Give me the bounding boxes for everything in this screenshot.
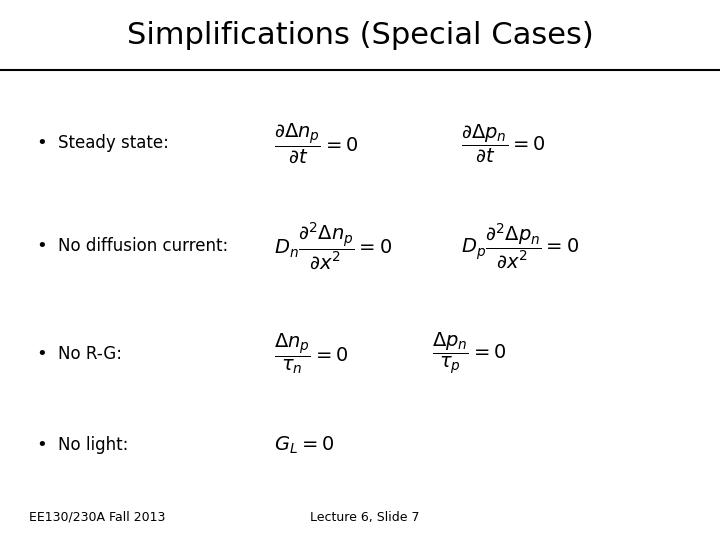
- Text: EE130/230A Fall 2013: EE130/230A Fall 2013: [29, 511, 165, 524]
- Text: Simplifications (Special Cases): Simplifications (Special Cases): [127, 21, 593, 50]
- Text: $\dfrac{\partial \Delta n_p}{\partial t} = 0$: $\dfrac{\partial \Delta n_p}{\partial t}…: [274, 122, 358, 165]
- Text: $D_p \dfrac{\partial^2 \Delta p_n}{\partial x^2} = 0$: $D_p \dfrac{\partial^2 \Delta p_n}{\part…: [461, 221, 579, 270]
- Text: $\dfrac{\partial \Delta p_n}{\partial t} = 0$: $\dfrac{\partial \Delta p_n}{\partial t}…: [461, 123, 545, 164]
- Text: No R-G:: No R-G:: [58, 345, 122, 363]
- Text: $D_n \dfrac{\partial^2 \Delta n_p}{\partial x^2} = 0$: $D_n \dfrac{\partial^2 \Delta n_p}{\part…: [274, 220, 392, 271]
- Text: Steady state:: Steady state:: [58, 134, 168, 152]
- Text: Lecture 6, Slide 7: Lecture 6, Slide 7: [310, 511, 419, 524]
- Text: •: •: [36, 436, 47, 455]
- Text: No diffusion current:: No diffusion current:: [58, 237, 228, 255]
- Text: •: •: [36, 134, 47, 152]
- Text: No light:: No light:: [58, 436, 128, 455]
- Text: •: •: [36, 237, 47, 255]
- Text: $\dfrac{\Delta n_p}{\tau_n} = 0$: $\dfrac{\Delta n_p}{\tau_n} = 0$: [274, 332, 348, 376]
- Text: $G_L = 0$: $G_L = 0$: [274, 435, 334, 456]
- Text: $\dfrac{\Delta p_n}{\tau_p} = 0$: $\dfrac{\Delta p_n}{\tau_p} = 0$: [432, 331, 506, 376]
- Text: •: •: [36, 345, 47, 363]
